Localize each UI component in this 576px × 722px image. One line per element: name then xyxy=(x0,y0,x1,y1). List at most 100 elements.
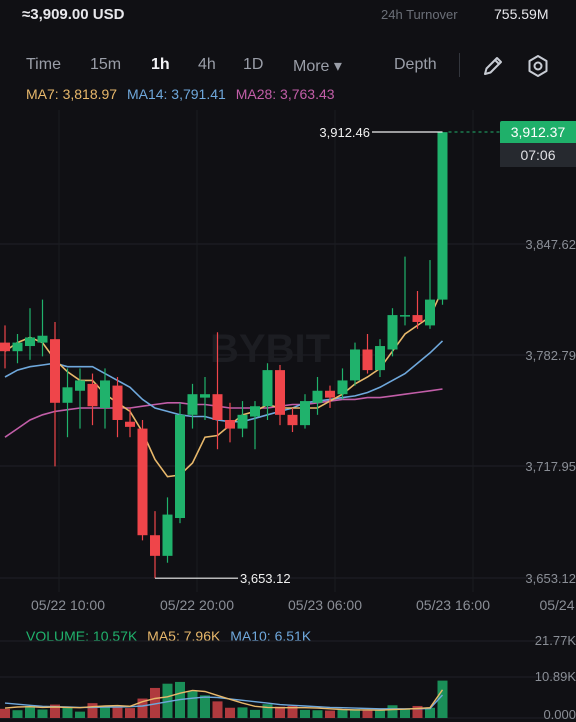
price-axis-label: 3,717.95 xyxy=(525,459,576,474)
volume-bar xyxy=(250,709,260,718)
candle-body xyxy=(312,390,323,403)
pencil-icon[interactable] xyxy=(479,52,507,80)
volume-bar xyxy=(262,704,273,718)
candle-body xyxy=(212,394,223,420)
candle-body xyxy=(12,342,23,352)
volume-bar xyxy=(87,703,98,718)
volume-bar xyxy=(212,701,223,718)
volume-bar xyxy=(225,707,235,718)
volume-axis-label: 10.89K xyxy=(535,669,576,684)
interval-toolbar: Time 15m 1h 4h 1D More ▾ Depth xyxy=(0,48,576,84)
tab-more[interactable]: More ▾ xyxy=(293,58,342,75)
volume-bar xyxy=(137,698,148,718)
low-marker-label: 3,653.12 xyxy=(240,571,291,586)
candle-body xyxy=(237,414,248,429)
settings-hexagon-icon[interactable] xyxy=(524,52,552,80)
volume-bar xyxy=(150,687,160,718)
ma28-line xyxy=(4,388,443,438)
last-price: 3,912.37 xyxy=(500,121,576,143)
volume-bar xyxy=(337,709,348,718)
price-axis-label: 3,847.62 xyxy=(525,237,576,252)
volume-bar xyxy=(162,683,173,718)
candle-body xyxy=(187,394,198,415)
volume-bar xyxy=(287,705,298,718)
candle-body xyxy=(75,380,85,391)
volume-bar xyxy=(0,708,10,718)
candle-body xyxy=(325,390,335,398)
time-axis-label: 05/23 06:00 xyxy=(288,597,362,613)
volume-axis-label: 21.77K xyxy=(535,633,576,648)
candle-body xyxy=(412,315,423,322)
volume-bar xyxy=(400,708,410,718)
turnover-label: 24h Turnover xyxy=(381,7,458,22)
volume-bar xyxy=(375,709,385,718)
volume-bar xyxy=(25,705,35,718)
volume-value: VOLUME: 10.57K xyxy=(26,628,138,644)
volume-bar xyxy=(200,695,210,718)
volume-ma10: MA10: 6.51K xyxy=(230,628,312,644)
candle-body xyxy=(225,419,235,429)
candle-body xyxy=(387,315,398,350)
volume-bar xyxy=(325,710,335,718)
ma28-value: MA28: 3,763.43 xyxy=(235,86,335,102)
candle-body xyxy=(87,383,98,407)
price-axis-label: 3,653.12 xyxy=(525,571,576,586)
volume-ma5: MA5: 7.96K xyxy=(147,628,221,644)
candle-body xyxy=(362,349,373,371)
volume-bar xyxy=(100,706,110,718)
toolbar-divider xyxy=(459,53,460,77)
candle-body xyxy=(275,370,285,415)
time-axis-label: 05/22 10:00 xyxy=(31,597,105,613)
tab-depth[interactable]: Depth xyxy=(394,56,437,73)
ma14-line xyxy=(4,340,444,423)
candle-body xyxy=(137,428,148,536)
usd-price: ≈3,909.00 USD xyxy=(22,6,125,23)
ma14-value: MA14: 3,791.41 xyxy=(126,86,226,102)
candle-body xyxy=(112,385,123,420)
time-axis-label: 05/24 xyxy=(539,597,574,613)
candle-body xyxy=(437,132,448,300)
candle-body xyxy=(200,394,210,398)
volume-bar xyxy=(437,680,448,718)
last-price-tag: 3,912.37 07:06 xyxy=(500,121,576,169)
candle-body xyxy=(337,380,348,395)
candle-body xyxy=(25,337,35,347)
candle-body xyxy=(400,315,410,317)
candle-countdown: 07:06 xyxy=(500,143,576,167)
volume-bar xyxy=(300,709,310,718)
tab-1h[interactable]: 1h xyxy=(151,56,170,73)
tab-4h[interactable]: 4h xyxy=(198,56,216,73)
volume-bar xyxy=(50,704,60,718)
tab-15m[interactable]: 15m xyxy=(90,56,122,73)
volume-legend: VOLUME: 10.57K MA5: 7.96K MA10: 6.51K xyxy=(26,628,317,644)
ma7-value: MA7: 3,818.97 xyxy=(26,86,118,102)
candle-body xyxy=(262,370,273,407)
candle-body xyxy=(300,401,310,426)
ma7-line xyxy=(4,288,444,478)
volume-bar xyxy=(362,710,373,718)
watermark-logo: BYBIT xyxy=(210,327,330,371)
volume-bar xyxy=(112,706,123,718)
candle-body xyxy=(350,349,360,381)
volume-bar xyxy=(237,707,248,718)
candle-body xyxy=(175,414,185,519)
volume-bar xyxy=(275,706,285,718)
volume-chart[interactable]: 21.77K 10.89K 0.000 xyxy=(0,630,576,722)
candle-body xyxy=(125,421,135,427)
ticker-header: ≈3,909.00 USD 24h Turnover 755.59M xyxy=(0,0,576,34)
time-axis-label: 05/22 20:00 xyxy=(160,597,234,613)
candlestick-chart[interactable]: BYBIT 3,912.46 3,653.12 3,847.62 3,782.79 3… xyxy=(0,110,576,630)
volume-axis-label: 0.000 xyxy=(543,707,576,722)
price-axis-label: 3,782.79 xyxy=(525,348,576,363)
ma-legend: MA7: 3,818.97 MA14: 3,791.41 MA28: 3,763… xyxy=(26,86,341,102)
tab-1d[interactable]: 1D xyxy=(243,56,264,73)
volume-bar xyxy=(12,710,23,718)
tab-time[interactable]: Time xyxy=(26,56,61,73)
volume-bar xyxy=(387,705,398,718)
candle-body xyxy=(150,535,160,556)
candle-body xyxy=(100,380,110,408)
volume-bar xyxy=(187,691,198,718)
turnover-value: 755.59M xyxy=(494,6,549,22)
high-marker-label: 3,912.46 xyxy=(319,125,370,140)
candle-body xyxy=(287,414,298,426)
